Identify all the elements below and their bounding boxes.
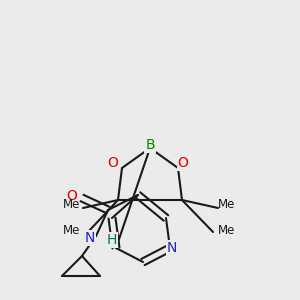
- Text: O: O: [67, 189, 77, 203]
- Text: O: O: [108, 156, 118, 170]
- Text: N: N: [167, 241, 177, 255]
- Text: N: N: [85, 231, 95, 245]
- Text: Me: Me: [63, 199, 81, 212]
- Text: Me: Me: [218, 224, 236, 236]
- Text: Me: Me: [63, 224, 81, 236]
- Text: Me: Me: [218, 199, 236, 212]
- Text: B: B: [145, 138, 155, 152]
- Text: O: O: [178, 156, 188, 170]
- Text: H: H: [107, 233, 117, 247]
